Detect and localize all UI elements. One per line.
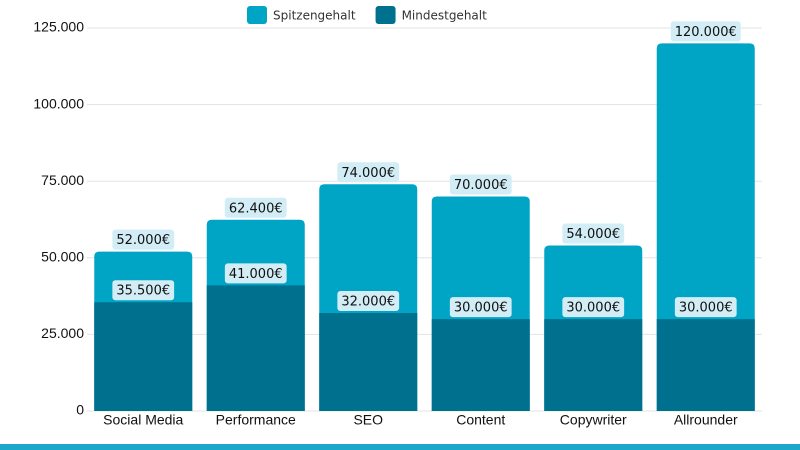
value-label-bg bbox=[224, 263, 287, 284]
legend-label: Spitzengehalt bbox=[273, 9, 356, 23]
value-label: 30.000€ bbox=[566, 301, 620, 316]
x-tick-label: Social Media bbox=[103, 412, 183, 428]
bar bbox=[94, 302, 193, 411]
value-label-bg bbox=[562, 223, 625, 244]
value-label-bg bbox=[562, 297, 625, 318]
y-tick-label: 25.000 bbox=[41, 325, 84, 341]
y-tick-label: 75.000 bbox=[41, 172, 84, 188]
value-label-bg bbox=[670, 21, 741, 42]
value-label: 32.000€ bbox=[341, 294, 395, 309]
legend-swatch bbox=[247, 6, 267, 24]
value-label: 120.000€ bbox=[675, 25, 737, 40]
value-label: 74.000€ bbox=[341, 166, 395, 181]
x-tick-label: Allrounder bbox=[674, 412, 738, 428]
bar bbox=[656, 319, 755, 411]
value-label: 35.500€ bbox=[116, 284, 170, 299]
value-label-bg bbox=[337, 162, 400, 183]
y-tick-label: 100.000 bbox=[33, 95, 84, 111]
legend-label: Mindestgehalt bbox=[402, 9, 488, 23]
bar bbox=[319, 312, 418, 411]
value-label: 62.400€ bbox=[229, 201, 283, 216]
bar bbox=[431, 319, 530, 411]
value-label-bg bbox=[337, 290, 400, 311]
value-label: 52.000€ bbox=[116, 233, 170, 248]
value-label: 70.000€ bbox=[454, 178, 508, 193]
y-tick-label: 50.000 bbox=[41, 249, 84, 265]
y-tick-label: 0 bbox=[76, 402, 84, 418]
value-label: 30.000€ bbox=[454, 301, 508, 316]
value-label-bg bbox=[224, 197, 287, 218]
value-label-bg bbox=[449, 174, 512, 195]
value-label-bg bbox=[674, 297, 737, 318]
value-label-bg bbox=[449, 297, 512, 318]
x-tick-label: SEO bbox=[353, 412, 383, 428]
y-tick-label: 125.000 bbox=[33, 19, 84, 35]
value-label-bg bbox=[112, 229, 175, 250]
value-label-bg bbox=[112, 280, 175, 301]
legend: Spitzengehalt Mindestgehalt bbox=[247, 6, 487, 24]
value-label: 54.000€ bbox=[566, 227, 620, 242]
x-tick-label: Copywriter bbox=[560, 412, 627, 428]
x-tick-label: Content bbox=[456, 412, 505, 428]
bar bbox=[206, 285, 305, 411]
legend-swatch bbox=[375, 6, 396, 24]
x-tick-label: Performance bbox=[216, 412, 296, 428]
bar bbox=[544, 319, 643, 411]
value-label: 30.000€ bbox=[679, 301, 733, 316]
footer-bar bbox=[0, 444, 800, 450]
value-label: 41.000€ bbox=[229, 267, 283, 282]
